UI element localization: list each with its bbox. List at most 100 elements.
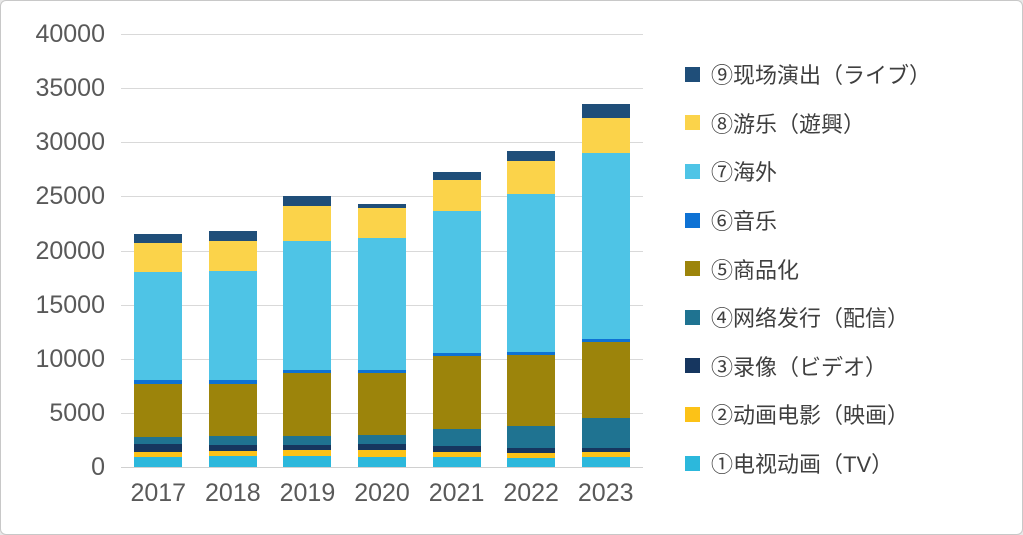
bar-segment-2020 bbox=[358, 208, 406, 238]
bar-segment-2022 bbox=[507, 458, 556, 467]
bar-segment-2022 bbox=[507, 150, 556, 162]
x-axis-tick-label: 2020 bbox=[354, 479, 410, 507]
legend-item: ①电视动画（TV） bbox=[685, 439, 931, 488]
bar-segment-2020 bbox=[358, 450, 406, 457]
bar-segment-2020 bbox=[358, 370, 406, 374]
bar-segment-2017 bbox=[134, 444, 183, 453]
legend-label: ④网络发行（配信） bbox=[711, 306, 910, 332]
bar-segment-2017 bbox=[134, 233, 183, 244]
gridline bbox=[121, 88, 643, 90]
bar-segment-2017 bbox=[134, 452, 183, 457]
bar-segment-2022 bbox=[507, 351, 556, 355]
bar-segment-2020 bbox=[358, 444, 406, 451]
y-axis-tick-label: 35000 bbox=[35, 74, 105, 103]
bar-segment-2019 bbox=[283, 449, 332, 456]
bar-segment-2022 bbox=[507, 447, 556, 453]
gridline bbox=[121, 142, 643, 144]
bar-segment-2017 bbox=[134, 243, 183, 273]
bar-segment-2019 bbox=[283, 240, 332, 371]
bar-segment-2017 bbox=[134, 437, 183, 445]
bar-segment-2021 bbox=[432, 428, 481, 447]
y-axis-tick-label: 10000 bbox=[35, 344, 105, 373]
bar-segment-2019 bbox=[283, 444, 332, 450]
legend-swatch-icon bbox=[685, 66, 700, 82]
legend-swatch-icon bbox=[685, 358, 700, 374]
bar-segment-2018 bbox=[208, 231, 257, 241]
bar-segment-2022 bbox=[507, 426, 556, 448]
legend-label: ⑥音乐 bbox=[711, 209, 778, 235]
bar-segment-2020 bbox=[358, 203, 406, 209]
legend: ⑨现场演出（ライブ） ⑧游乐（遊興） ⑦海外 ⑥音乐 ⑤商品化 ④网络发行（配信） ③录像（… bbox=[685, 50, 931, 487]
bar-segment-2022 bbox=[507, 452, 556, 459]
legend-swatch-icon bbox=[685, 406, 700, 422]
gridline bbox=[121, 34, 643, 35]
bar-segment-2022 bbox=[507, 193, 556, 352]
legend-swatch-icon bbox=[685, 261, 700, 277]
bar-segment-2023 bbox=[581, 457, 630, 467]
bar-segment-2020 bbox=[358, 435, 406, 445]
legend-item: ④网络发行（配信） bbox=[685, 293, 931, 342]
bar-segment-2021 bbox=[432, 210, 481, 353]
legend-label: ③录像（ビデオ） bbox=[711, 354, 888, 380]
bar-segment-2023 bbox=[581, 451, 630, 458]
y-axis-tick-label: 0 bbox=[91, 453, 105, 481]
bar-segment-2021 bbox=[432, 452, 481, 458]
bar-segment-2023 bbox=[581, 341, 630, 418]
y-axis-tick-label: 20000 bbox=[35, 236, 105, 265]
legend-swatch-icon bbox=[685, 115, 700, 131]
bar-segment-2018 bbox=[208, 383, 257, 437]
bar-segment-2023 bbox=[581, 417, 630, 448]
legend-swatch-icon bbox=[685, 163, 700, 179]
x-axis-tick-label: 2021 bbox=[428, 479, 485, 507]
legend-label: ⑤商品化 bbox=[711, 257, 800, 283]
legend-label: ⑦海外 bbox=[711, 160, 778, 186]
y-axis-tick-label: 5000 bbox=[49, 398, 105, 427]
bar-segment-2017 bbox=[134, 272, 183, 381]
x-axis-tick-label: 2022 bbox=[503, 479, 559, 507]
bar-segment-2021 bbox=[432, 446, 481, 453]
bar-segment-2021 bbox=[432, 172, 481, 181]
bar-segment-2023 bbox=[581, 118, 630, 153]
bar-segment-2023 bbox=[581, 152, 630, 339]
legend-swatch-icon bbox=[685, 212, 700, 228]
bar-segment-2023 bbox=[581, 104, 630, 119]
y-axis-tick-label: 30000 bbox=[35, 128, 105, 157]
legend-label: ⑧游乐（遊興） bbox=[711, 111, 866, 137]
legend-item: ②动画电影（映画） bbox=[685, 390, 931, 439]
bar-segment-2017 bbox=[134, 380, 183, 385]
x-axis-tick-label: 2023 bbox=[577, 479, 634, 507]
bar-segment-2019 bbox=[283, 373, 332, 437]
y-axis-tick-label: 40000 bbox=[35, 20, 105, 48]
bar-segment-2022 bbox=[507, 161, 556, 194]
gridline bbox=[121, 467, 643, 468]
legend-item: ⑥音乐 bbox=[685, 196, 931, 245]
legend-item: ③录像（ビデオ） bbox=[685, 342, 931, 391]
bar-segment-2017 bbox=[134, 384, 183, 438]
legend-label: ②动画电影（映画） bbox=[711, 403, 910, 429]
gridline bbox=[121, 196, 643, 198]
bar-segment-2023 bbox=[581, 447, 630, 452]
legend-swatch-icon bbox=[685, 309, 700, 325]
bar-segment-2019 bbox=[283, 370, 332, 374]
bar-segment-2021 bbox=[432, 180, 481, 211]
bar-segment-2019 bbox=[283, 455, 332, 467]
legend-item: ⑨现场演出（ライブ） bbox=[685, 50, 931, 99]
y-axis-tick-label: 25000 bbox=[35, 182, 105, 211]
bar-segment-2021 bbox=[432, 352, 481, 357]
bar-segment-2018 bbox=[208, 379, 257, 384]
y-axis-tick-label: 15000 bbox=[35, 290, 105, 319]
bar-segment-2021 bbox=[432, 457, 481, 467]
bar-segment-2022 bbox=[507, 354, 556, 427]
x-axis-tick-label: 2019 bbox=[279, 479, 336, 507]
bar-segment-2018 bbox=[208, 271, 257, 380]
legend-label: ①电视动画（TV） bbox=[711, 452, 894, 478]
bar-segment-2018 bbox=[208, 436, 257, 446]
legend-label: ⑨现场演出（ライブ） bbox=[711, 63, 932, 89]
bar-segment-2018 bbox=[208, 451, 257, 456]
legend-item: ⑤商品化 bbox=[685, 244, 931, 293]
legend-item: ⑦海外 bbox=[685, 147, 931, 196]
bar-segment-2019 bbox=[283, 205, 332, 241]
bar-segment-2019 bbox=[283, 436, 332, 445]
x-axis-tick-label: 2017 bbox=[130, 479, 187, 507]
